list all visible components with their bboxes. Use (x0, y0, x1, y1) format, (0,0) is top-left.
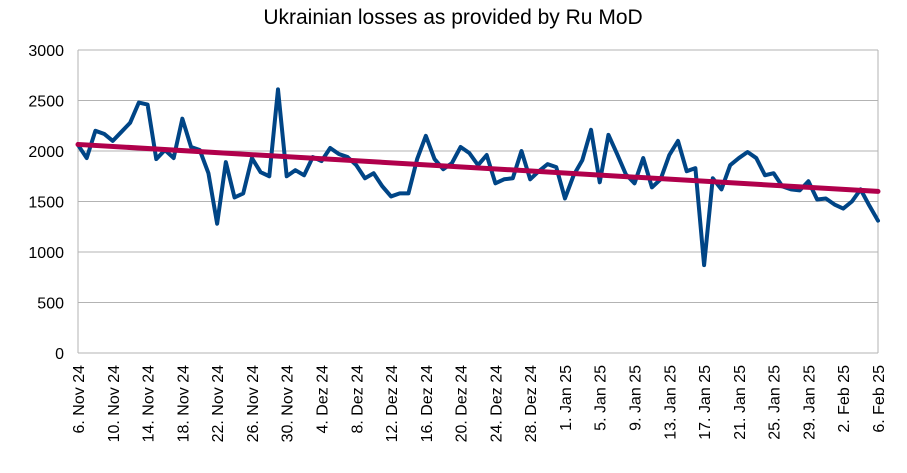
x-tick-label-19: 21. Jan 25 (732, 365, 749, 440)
x-tick-label-6: 30. Nov 24 (280, 365, 297, 442)
x-tick-label-15: 5. Jan 25 (593, 365, 610, 431)
x-tick-label-2: 14. Nov 24 (141, 365, 158, 442)
x-tick-label-21: 29. Jan 25 (801, 365, 818, 440)
x-tick-label-10: 16. Dez 24 (419, 365, 436, 442)
x-tick-label-9: 12. Dez 24 (384, 365, 401, 442)
chart-title: Ukrainian losses as provided by Ru MoD (263, 6, 642, 29)
x-tick-label-20: 25. Jan 25 (767, 365, 784, 440)
x-tick-label-3: 18. Nov 24 (175, 365, 192, 442)
y-tick-label-3: 1500 (28, 195, 64, 212)
x-tick-label-7: 4. Dez 24 (314, 365, 331, 434)
x-tick-label-8: 8. Dez 24 (349, 365, 366, 434)
x-tick-label-17: 13. Jan 25 (662, 365, 679, 440)
x-tick-label-12: 24. Dez 24 (488, 365, 505, 442)
trendline (75, 141, 881, 194)
gridlines (77, 49, 879, 354)
series-lines (75, 87, 881, 268)
x-tick-label-1: 10. Nov 24 (106, 365, 123, 442)
x-tick-label-4: 22. Nov 24 (210, 365, 227, 442)
x-tick-label-0: 6. Nov 24 (71, 365, 88, 434)
x-tick-label-16: 9. Jan 25 (628, 365, 645, 431)
x-tick-label-22: 2. Feb 25 (836, 365, 853, 433)
x-axis-tick-labels: 6. Nov 24 10. Nov 24 14. Nov 24 18. Nov 24 2… (71, 365, 888, 442)
x-tick-label-13: 28. Dez 24 (523, 365, 540, 442)
series-line-losses (76, 87, 880, 268)
y-tick-label-6: 3000 (28, 43, 64, 60)
y-tick-label-5: 2500 (28, 94, 64, 111)
x-tick-label-23: 6. Feb 25 (871, 365, 888, 433)
x-tick-label-18: 17. Jan 25 (697, 365, 714, 440)
x-tick-label-14: 1. Jan 25 (558, 365, 575, 431)
y-tick-label-1: 500 (37, 296, 64, 313)
x-tick-label-5: 26. Nov 24 (245, 365, 262, 442)
y-tick-label-4: 2000 (28, 144, 64, 161)
y-tick-label-2: 1000 (28, 245, 64, 262)
x-tick-label-11: 20. Dez 24 (454, 365, 471, 442)
y-tick-label-0: 0 (55, 346, 64, 363)
y-axis-tick-labels: 0 500 1000 1500 2000 2500 3000 (28, 43, 64, 363)
